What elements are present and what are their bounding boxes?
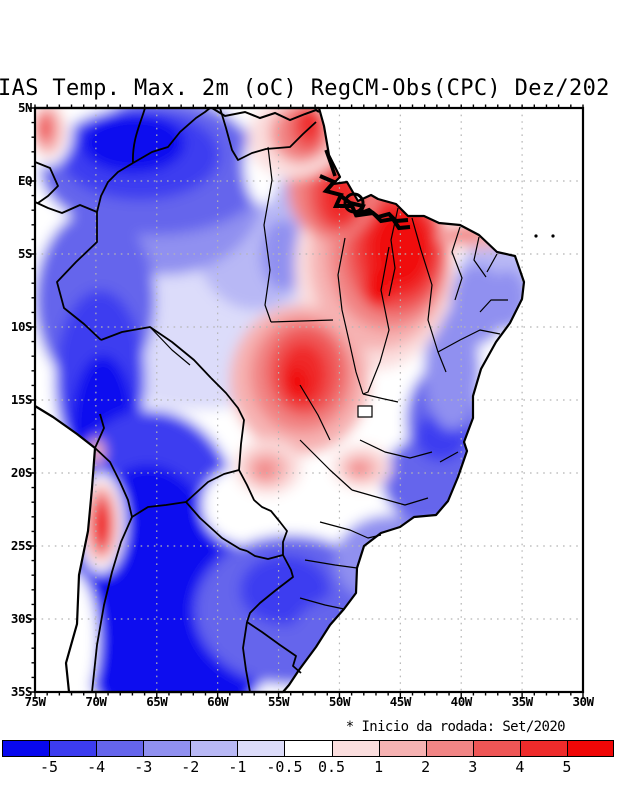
colorbar-cell bbox=[237, 740, 286, 757]
lat-label-35S: 35S bbox=[10, 684, 33, 699]
lat-label-15S: 15S bbox=[10, 392, 33, 407]
lon-label-50W: 50W bbox=[328, 694, 351, 709]
colorbar-label: 0.5 bbox=[317, 758, 346, 776]
lon-label-75W: 75W bbox=[24, 694, 46, 709]
figure-title: IAS Temp. Max. 2m (oC) RegCM-Obs(CPC) De… bbox=[0, 76, 610, 101]
colorbar-cell bbox=[378, 740, 428, 757]
colorbar-label: 1 bbox=[374, 758, 384, 776]
colorbar-cell bbox=[49, 740, 98, 757]
df-square bbox=[357, 405, 373, 418]
country-borders bbox=[34, 107, 317, 693]
colorbar-cell bbox=[96, 740, 145, 757]
lon-label-55W: 55W bbox=[268, 694, 290, 709]
lon-label-65W: 65W bbox=[146, 694, 168, 709]
lon-label-40W: 40W bbox=[450, 694, 473, 709]
colorbar bbox=[2, 740, 614, 757]
colorbar-cell bbox=[519, 740, 569, 757]
guiana-coast bbox=[211, 107, 320, 122]
lon-label-70W: 70W bbox=[85, 694, 107, 709]
colorbar-label: 5 bbox=[562, 758, 572, 776]
colorbar-label: -2 bbox=[181, 758, 200, 776]
field-layer bbox=[35, 108, 524, 692]
colorbar-label: 2 bbox=[421, 758, 431, 776]
lon-label-45W: 45W bbox=[389, 694, 412, 709]
lat-label-25S: 25S bbox=[10, 538, 33, 553]
state-borders bbox=[149, 146, 508, 610]
colorbar-cell bbox=[284, 740, 333, 757]
lon-label-30W: 30W bbox=[572, 694, 594, 709]
island-dots bbox=[534, 234, 555, 238]
colorbar-cell bbox=[143, 740, 192, 757]
lat-label-30S: 30S bbox=[10, 611, 33, 626]
colorbar-label: 3 bbox=[468, 758, 478, 776]
colorbar-cell bbox=[425, 740, 475, 757]
lat-label-5N: 5N bbox=[17, 100, 33, 115]
colorbar-cell bbox=[2, 740, 51, 757]
axis-ticks bbox=[28, 104, 584, 699]
lat-label-20S: 20S bbox=[10, 465, 33, 480]
lon-label-60W: 60W bbox=[207, 694, 229, 709]
amazon-mouth-detail bbox=[319, 149, 411, 231]
colorbar-cell bbox=[472, 740, 522, 757]
colorbar-label: -0.5 bbox=[266, 758, 303, 776]
colorbar-label: -1 bbox=[228, 758, 247, 776]
colorbar-label: -4 bbox=[87, 758, 106, 776]
grid-lines bbox=[35, 108, 583, 692]
lat-label-5S: 5S bbox=[17, 246, 33, 261]
colorbar-label: 4 bbox=[515, 758, 525, 776]
colorbar-label: -3 bbox=[134, 758, 153, 776]
colorbar-label: -5 bbox=[40, 758, 59, 776]
colorbar-cell bbox=[190, 740, 239, 757]
colorbar-cell bbox=[331, 740, 380, 757]
coastline bbox=[34, 106, 526, 694]
run-start-note: * Inicio da rodada: Set/2020 bbox=[345, 719, 566, 735]
colorbar-cell bbox=[566, 740, 614, 757]
lat-label-EQ: EQ bbox=[17, 173, 33, 188]
lon-label-35W: 35W bbox=[511, 694, 534, 709]
lat-label-10S: 10S bbox=[10, 319, 33, 334]
